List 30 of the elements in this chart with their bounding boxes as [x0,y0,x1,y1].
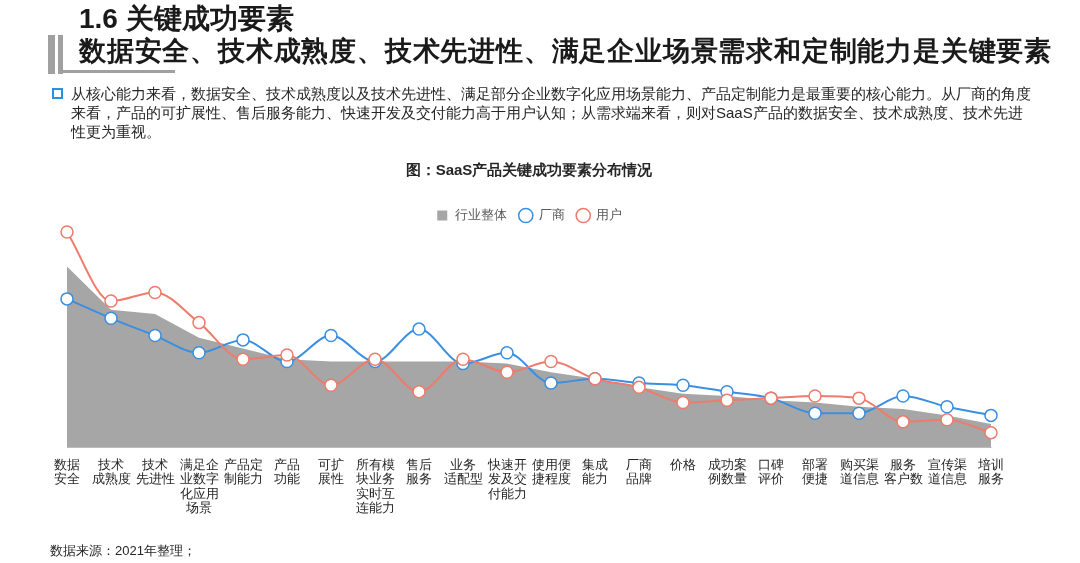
text: 1.6 关键成功要素 [79,3,294,35]
x-tick-label: 满足企业数字化应用场景 [179,456,219,516]
x-tick-label: 部署便捷 [802,456,828,487]
source-note: 数据来源：2021年整理； [50,543,196,559]
x-tick-label: 可扩展性 [318,456,344,487]
chart-title: 图：SaaS产品关键成功要素分布情况 [405,161,654,179]
x-tick-label: 培训服务 [977,456,1004,487]
legend-label: 厂商 [538,207,565,223]
x-tick-label: 数据安全 [54,456,80,487]
x-tick-label: 服务客户数 [883,456,923,487]
x-tick-label: 购买渠道信息 [839,456,879,487]
x-tick-label: 成功案例数量 [707,456,747,487]
x-tick-label: 业务适配型 [443,456,483,487]
text: 从核心能力来看，数据安全、技术成熟度以及技术先进性、满足部分企业数字化应用场景能力、产品定制能力是最重要的核心能力。从厂商的角度来看，产品的可扩展性、售后服务能力、快速开发及交付能力高于用户认知；从需求端来看，则对SaaS产品的数据安全、技术成熟度、技术先进性更为重视。 [71,84,1032,141]
text: 数据安全、技术成熟度、技术先进性、满足企业场景需求和定制能力是关键要素 [79,35,1052,67]
x-tick-label: 产品功能 [274,456,300,487]
x-tick-label: 集成能力 [582,456,608,487]
x-tick-label: 使用便捷程度 [531,456,571,487]
x-tick-label: 口碑评价 [758,456,784,487]
x-tick-label: 快速开发及交付能力 [486,456,527,501]
x-tick-label: 产品定制能力 [223,456,263,487]
legend-label: 用户 [596,207,623,223]
x-tick-label: 价格 [669,456,696,472]
x-tick-label: 技术成熟度 [91,456,131,487]
x-tick-label: 售后服务 [406,456,432,487]
x-tick-label: 所有模块业务实时互连能力 [354,456,395,516]
legend-label: 行业整体 [455,207,508,223]
x-tick-label: 宣传渠道信息 [927,456,967,487]
x-tick-label: 技术先进性 [135,456,175,487]
x-tick-label: 厂商品牌 [626,456,652,487]
